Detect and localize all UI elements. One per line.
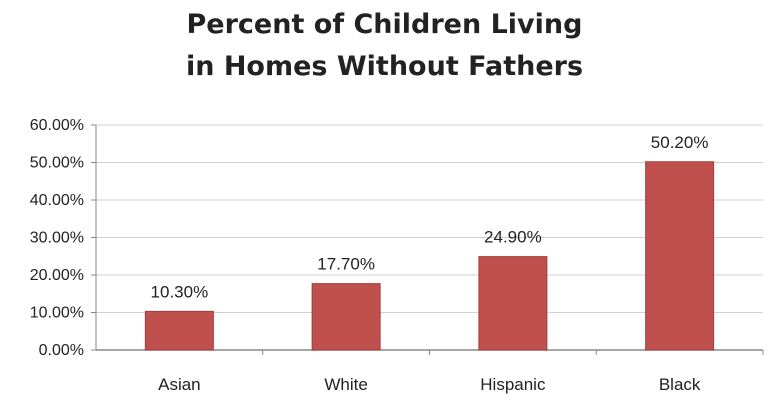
y-tick-label: 20.00% <box>30 267 84 284</box>
bar-white <box>311 283 381 351</box>
data-label-white: 17.70% <box>317 255 375 274</box>
category-label-hispanic: Hispanic <box>480 375 546 394</box>
y-tick-label: 0.00% <box>39 342 84 359</box>
y-tick-label: 50.00% <box>30 155 84 172</box>
y-tick-label: 40.00% <box>30 192 84 209</box>
category-label-asian: Asian <box>158 375 201 394</box>
data-label-hispanic: 24.90% <box>484 228 542 247</box>
chart-title-line-2: in Homes Without Fathers <box>185 51 584 82</box>
category-label-black: Black <box>659 375 701 394</box>
bar-hispanic <box>478 256 548 351</box>
data-label-black: 50.20% <box>651 133 709 152</box>
y-tick-label: 30.00% <box>30 230 84 247</box>
bar-black <box>645 161 715 351</box>
category-label-white: White <box>324 375 367 394</box>
y-tick-label: 10.00% <box>30 305 84 322</box>
y-tick-label: 60.00% <box>30 117 84 134</box>
chart-title-line-1: Percent of Children Living <box>186 9 583 40</box>
data-label-asian: 10.30% <box>151 282 209 301</box>
chart-title: Percent of Children Living in Homes With… <box>0 4 769 88</box>
bar-asian <box>144 310 214 351</box>
